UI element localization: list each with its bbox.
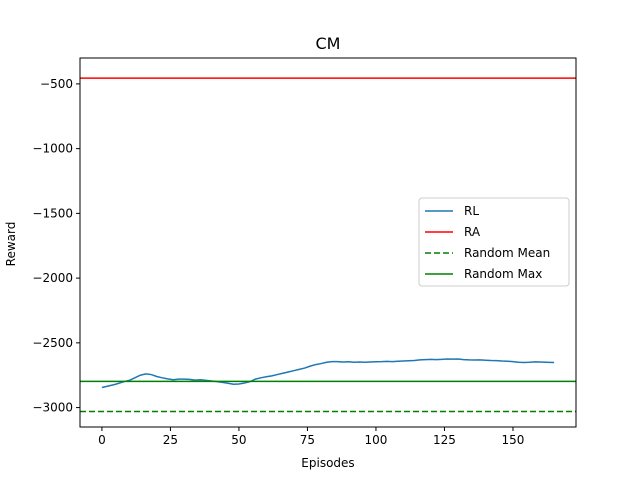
y-axis: −3000 −2500 −2000 −1500 −1000 −500 [32,77,80,415]
axes-frame [79,57,577,428]
y-tick-label: −1500 [32,206,73,220]
x-tick-label: 100 [365,433,388,447]
chart-legend: RL RA Random Mean Random Max [418,197,570,287]
x-tick-label: 50 [231,433,246,447]
legend-entry: RA [464,225,481,239]
chart-title: CM [316,34,341,53]
y-tick-label: −3000 [32,401,73,415]
x-tick-label: 25 [163,433,178,447]
plot-area [80,77,576,413]
x-tick-label: 75 [300,433,315,447]
x-tick-label: 0 [98,433,106,447]
y-axis-label: Reward [4,222,18,267]
x-axis-label: Episodes [301,456,354,470]
x-tick-label: 150 [502,433,525,447]
legend-entry: Random Max [464,267,542,281]
y-tick-label: −1000 [32,142,73,156]
x-axis: 0 25 50 75 100 125 150 [98,427,524,447]
x-tick-label: 125 [433,433,456,447]
legend-box [418,197,570,287]
legend-entry: RL [464,204,479,218]
y-tick-label: −2000 [32,271,73,285]
series-rl-line [101,358,555,389]
y-tick-label: −2500 [32,336,73,350]
y-tick-label: −500 [40,77,73,91]
legend-entry: Random Mean [464,246,550,260]
